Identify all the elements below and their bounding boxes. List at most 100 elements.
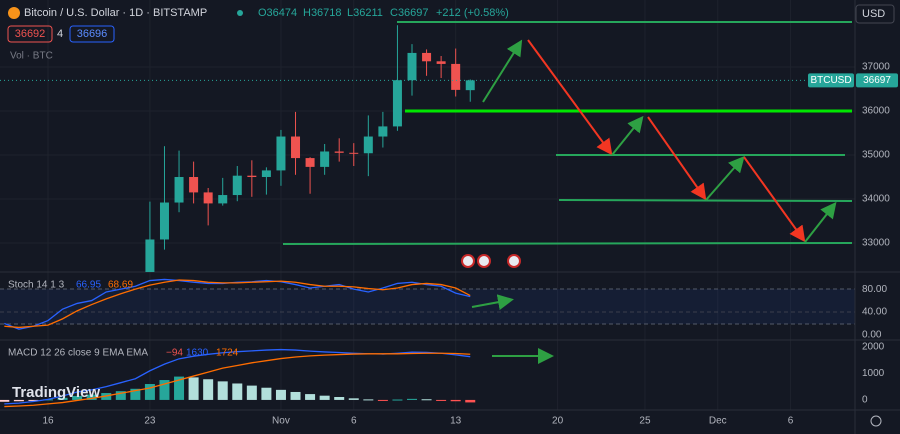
settings-button[interactable] xyxy=(870,415,882,427)
histogram-bar xyxy=(115,391,126,400)
histogram-bar xyxy=(334,397,345,400)
level-line xyxy=(558,199,853,202)
ask[interactable]: 36696 xyxy=(77,28,108,40)
candle-body xyxy=(407,52,417,81)
histogram-bar xyxy=(130,388,141,400)
arrow-down xyxy=(527,39,613,156)
histogram-bar xyxy=(465,399,476,403)
y-tick-label: 33000 xyxy=(862,238,890,249)
indicator-value: 68.69 xyxy=(108,280,133,291)
ohlc-low: L36211 xyxy=(347,7,383,19)
volume-label: Vol · BTC xyxy=(10,51,53,62)
bid[interactable]: 36692 xyxy=(15,28,46,40)
candle-body xyxy=(451,63,461,90)
price-tag: BTCUSD 36697 xyxy=(808,73,898,88)
indicator-value: 66.95 xyxy=(76,280,101,291)
ohlc-open: O36474 xyxy=(258,7,297,19)
level-line xyxy=(282,242,853,245)
candle-body xyxy=(349,152,359,154)
x-tick-label: Dec xyxy=(709,416,727,427)
candle-body xyxy=(218,195,228,204)
histogram-bar xyxy=(348,398,359,400)
histogram-bar xyxy=(13,399,24,402)
pane xyxy=(0,25,855,272)
histogram-bar xyxy=(377,399,388,401)
histogram-bar xyxy=(305,394,316,400)
histogram-bar xyxy=(232,383,243,400)
coin-icon xyxy=(8,7,20,19)
histogram-bar xyxy=(392,399,403,401)
event-flags[interactable] xyxy=(461,254,521,268)
event-flag[interactable] xyxy=(507,254,521,268)
candle-body xyxy=(276,136,286,171)
candle-body xyxy=(465,80,475,91)
currency[interactable]: USD xyxy=(862,8,885,20)
histogram-bar xyxy=(72,395,83,400)
arrow-up xyxy=(804,201,837,243)
candle-body xyxy=(145,239,155,272)
indicator-line xyxy=(4,352,471,408)
indicator-value: 1630 xyxy=(186,348,209,359)
brand-logo: TradingView xyxy=(12,384,100,401)
grid xyxy=(0,0,855,410)
symbol-label: BTCUSD xyxy=(810,75,851,86)
bid-box[interactable] xyxy=(7,25,53,43)
arrow-up xyxy=(611,115,644,156)
x-tick-label: Nov xyxy=(272,416,290,427)
y-tick-label: 36000 xyxy=(862,106,890,117)
candle-body xyxy=(392,80,402,127)
arrow-up xyxy=(482,39,523,103)
candle-body xyxy=(422,52,432,62)
change: +212 (+0.58%) xyxy=(436,7,509,19)
spread: 4 xyxy=(57,28,63,40)
ohlc-high: H36718 xyxy=(303,7,342,19)
candle-body xyxy=(247,175,257,178)
histogram-bar xyxy=(144,384,155,400)
candle-body xyxy=(436,61,446,64)
histogram-bar xyxy=(203,379,214,400)
ask-box[interactable] xyxy=(69,25,115,43)
histogram-bar xyxy=(450,399,461,402)
y-tick-label: 1000 xyxy=(862,368,885,379)
symbol-title: Bitcoin / U.S. Dollar · 1D · BITSTAMP xyxy=(24,7,207,19)
pane xyxy=(4,278,471,330)
plot xyxy=(0,25,855,408)
candle-body xyxy=(334,151,344,153)
histogram-bar xyxy=(275,389,286,400)
candle-body xyxy=(261,170,271,178)
last-price-box xyxy=(856,73,898,88)
histogram-bar xyxy=(57,397,68,400)
histogram-bar xyxy=(421,399,432,401)
candle-body xyxy=(305,158,315,167)
event-flag[interactable] xyxy=(461,254,475,268)
indicator-line xyxy=(4,279,471,329)
pane xyxy=(0,348,476,408)
candle-body xyxy=(203,192,213,204)
candle-body xyxy=(291,136,301,159)
histogram-bar xyxy=(246,385,257,400)
annotations xyxy=(282,21,853,364)
currency-select[interactable] xyxy=(855,4,895,24)
event-flag[interactable] xyxy=(477,254,491,268)
candle-body xyxy=(320,151,330,167)
last-price: 36697 xyxy=(863,75,891,86)
histogram-bar xyxy=(159,380,170,400)
x-tick-label: 6 xyxy=(788,416,794,427)
candle-body xyxy=(378,126,388,137)
histogram-bar xyxy=(174,376,185,400)
histogram-bar xyxy=(290,391,301,400)
x-tick-label: 6 xyxy=(351,416,357,427)
candle-body xyxy=(189,177,199,193)
symbol-box xyxy=(808,73,854,88)
y-tick-label: 80.00 xyxy=(862,284,887,295)
x-tick-label: 16 xyxy=(42,416,54,427)
y-tick-label: 34000 xyxy=(862,194,890,205)
y-tick-label: 0.00 xyxy=(862,329,882,340)
histogram-bar xyxy=(0,399,10,402)
arrow-right xyxy=(471,294,514,311)
histogram-bar xyxy=(436,399,447,401)
indicator-title: Stoch 14 1 3 xyxy=(8,280,65,291)
candle-body xyxy=(363,136,373,154)
histogram-bar xyxy=(188,377,199,400)
